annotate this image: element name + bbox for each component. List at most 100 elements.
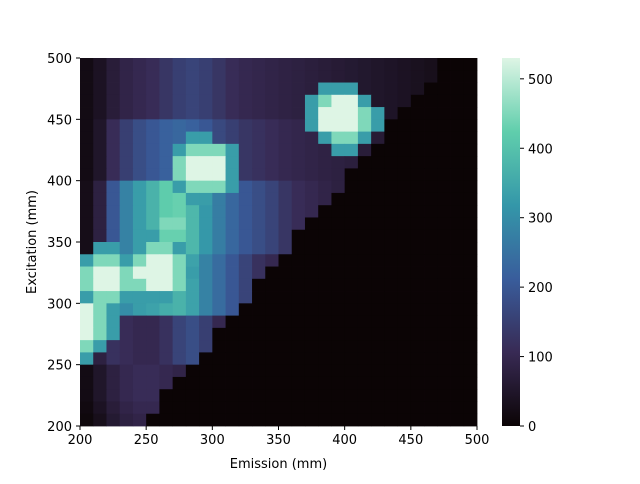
heatmap-cell	[318, 192, 332, 206]
heatmap-cell	[159, 192, 174, 206]
heatmap-cell	[199, 94, 213, 108]
heatmap-cell	[450, 278, 465, 292]
heatmap-cell	[265, 376, 279, 390]
heatmap-cell	[265, 401, 279, 415]
heatmap-cell	[225, 352, 240, 366]
heatmap-cell	[252, 205, 266, 218]
heatmap-cell	[225, 229, 240, 243]
heatmap-cell	[357, 143, 372, 157]
heatmap-cell	[371, 131, 385, 145]
heatmap-cell	[225, 107, 240, 120]
heatmap-cell	[344, 254, 359, 267]
heatmap-cell	[93, 143, 107, 157]
heatmap-cell	[159, 303, 174, 316]
heatmap-cell	[265, 131, 279, 145]
heatmap-cell	[304, 94, 319, 108]
heatmap-cell	[93, 266, 107, 280]
heatmap-cell	[238, 143, 253, 157]
heatmap-cell	[304, 70, 319, 83]
heatmap-cell	[212, 94, 226, 108]
heatmap-cell	[225, 82, 240, 96]
heatmap-cell	[410, 205, 425, 218]
heatmap-cell	[424, 156, 438, 169]
heatmap-cell	[318, 217, 332, 231]
heatmap-cell	[384, 119, 398, 132]
heatmap-cell	[146, 340, 160, 353]
heatmap-cell	[252, 143, 266, 157]
heatmap-cell	[318, 364, 332, 378]
heatmap-cell	[331, 401, 346, 415]
x-tick-label: 400	[332, 433, 357, 448]
heatmap-cell	[146, 327, 160, 341]
heatmap-cell	[132, 229, 147, 243]
heatmap-cell	[278, 94, 293, 108]
heatmap-cell	[397, 180, 412, 194]
heatmap-cell	[252, 291, 266, 304]
heatmap-cell	[344, 242, 359, 255]
heatmap-cell	[424, 168, 438, 182]
heatmap-cell	[278, 291, 293, 304]
heatmap-cell	[252, 70, 266, 83]
heatmap-cell	[424, 58, 438, 71]
heatmap-cell	[212, 143, 226, 157]
heatmap-cell	[185, 58, 200, 71]
heatmap-cell	[119, 278, 134, 292]
heatmap-cell	[371, 217, 385, 231]
heatmap-cell	[225, 180, 240, 194]
heatmap-cell	[344, 156, 359, 169]
heatmap-cell	[384, 58, 398, 71]
heatmap-cell	[199, 82, 213, 96]
heatmap-cell	[331, 266, 346, 280]
heatmap-cell	[252, 131, 266, 145]
heatmap-cell	[225, 389, 240, 402]
heatmap-cell	[331, 389, 346, 402]
heatmap-cell	[146, 217, 160, 231]
heatmap-cell	[185, 119, 200, 132]
heatmap-cell	[146, 242, 160, 255]
heatmap-cell	[384, 192, 398, 206]
heatmap-cell	[318, 291, 332, 304]
heatmap-cell	[185, 156, 200, 169]
heatmap-cell	[159, 143, 174, 157]
heatmap-cell	[265, 327, 279, 341]
heatmap-cell	[252, 254, 266, 267]
heatmap-cell	[424, 205, 438, 218]
heatmap-cell	[225, 413, 240, 427]
heatmap-cell	[410, 315, 425, 329]
heatmap-cell	[291, 94, 306, 108]
heatmap-cell	[93, 376, 107, 390]
heatmap-cell	[304, 315, 319, 329]
heatmap-cell	[212, 364, 226, 378]
heatmap-cell	[132, 107, 147, 120]
heatmap-cell	[159, 242, 174, 255]
heatmap-cell	[344, 82, 359, 96]
heatmap-cell	[344, 119, 359, 132]
heatmap-cell	[463, 401, 478, 415]
heatmap-cell	[106, 94, 121, 108]
heatmap-cell	[106, 278, 121, 292]
heatmap-cell	[106, 376, 121, 390]
heatmap-cell	[371, 180, 385, 194]
heatmap-cell	[291, 364, 306, 378]
heatmap-cell	[212, 278, 226, 292]
heatmap-cell	[344, 107, 359, 120]
heatmap-cell	[172, 119, 187, 132]
heatmap-cell	[172, 229, 187, 243]
heatmap-cell	[252, 401, 266, 415]
heatmap-cell	[371, 266, 385, 280]
heatmap-cell	[119, 242, 134, 255]
heatmap-cell	[278, 340, 293, 353]
heatmap-cell	[450, 242, 465, 255]
heatmap-cell	[318, 70, 332, 83]
heatmap-cell	[93, 340, 107, 353]
heatmap-cell	[450, 131, 465, 145]
heatmap-cell	[146, 82, 160, 96]
heatmap-cell	[424, 82, 438, 96]
heatmap-cell	[463, 82, 478, 96]
heatmap-cell	[199, 401, 213, 415]
heatmap-cell	[371, 242, 385, 255]
heatmap-cell	[106, 327, 121, 341]
heatmap-cell	[212, 340, 226, 353]
heatmap-cell	[132, 376, 147, 390]
heatmap-cell	[80, 364, 94, 378]
